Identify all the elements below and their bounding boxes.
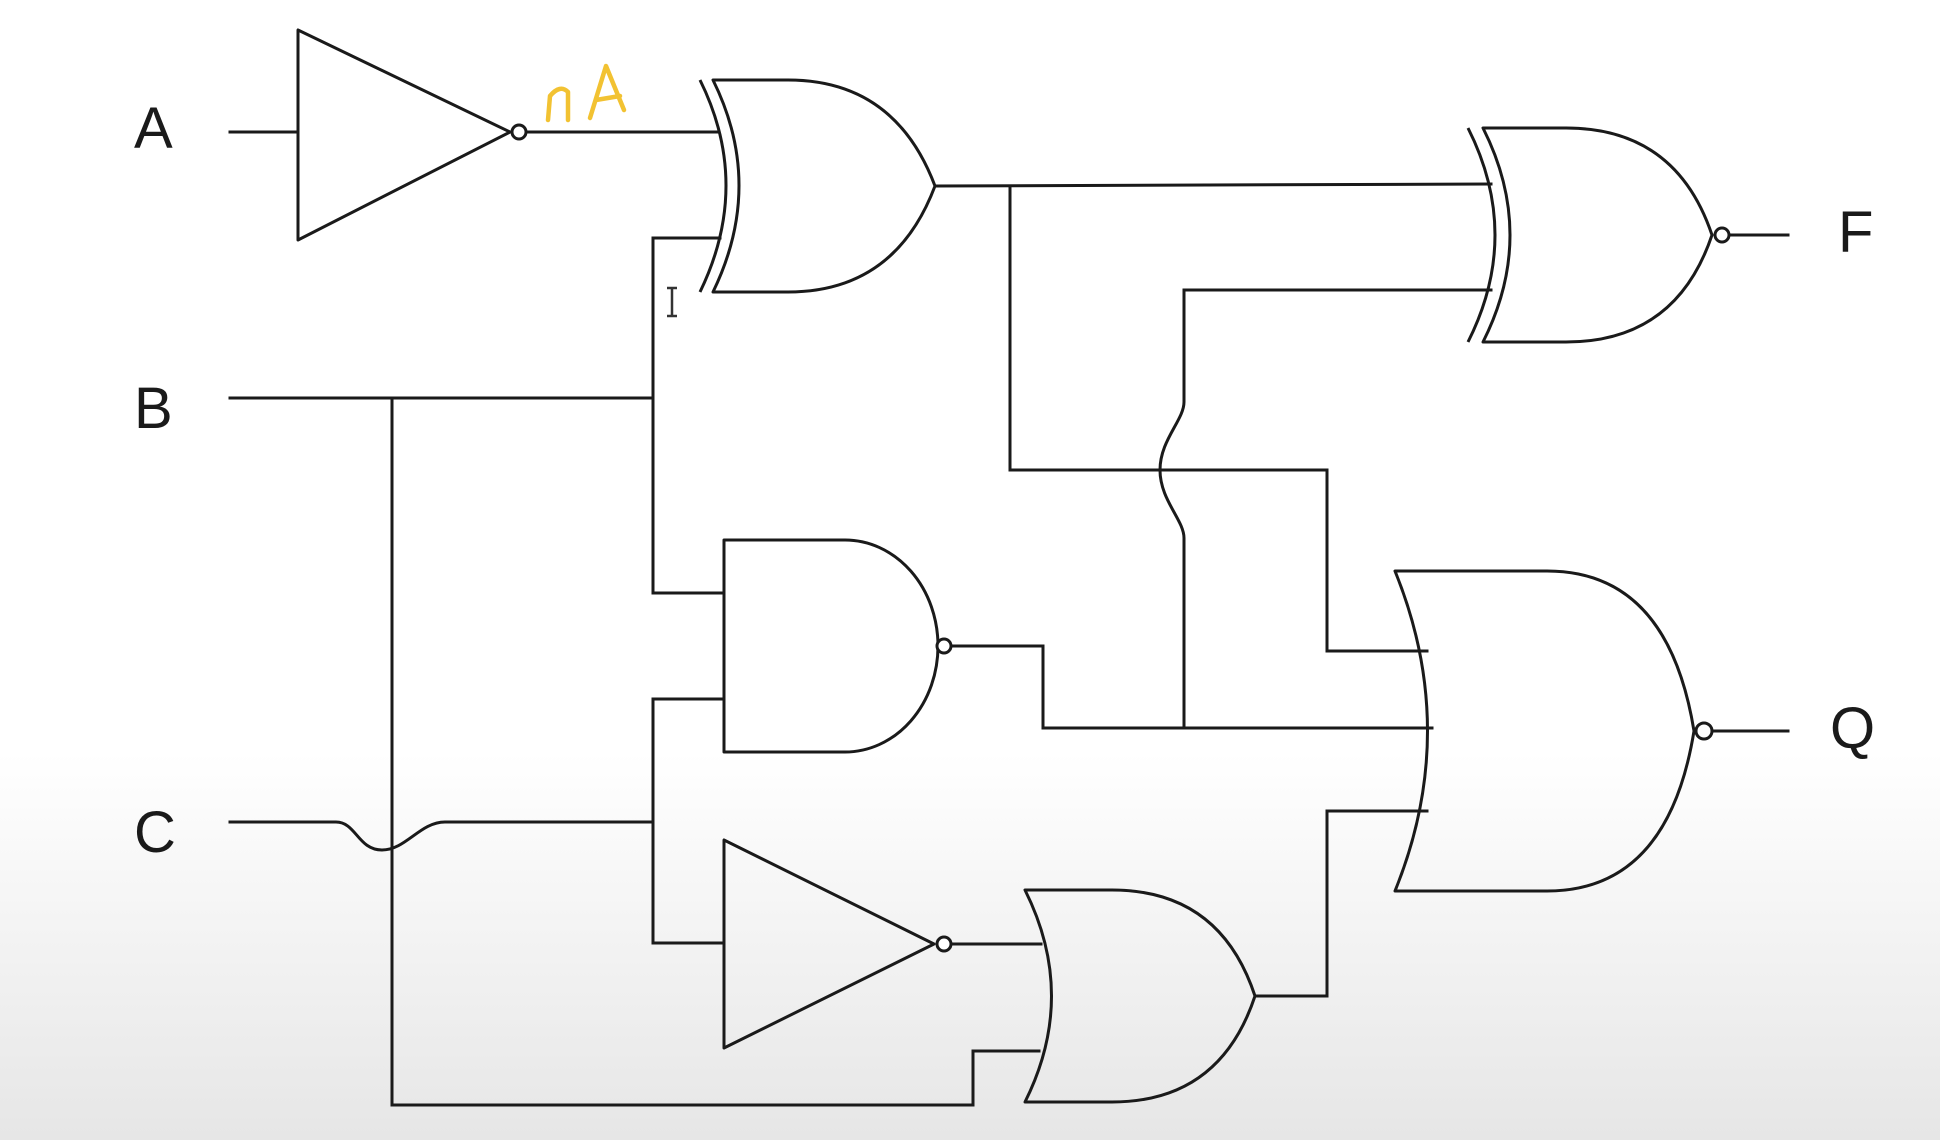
output-label-q: Q (1830, 696, 1875, 761)
annotation-stroke-n (545, 86, 571, 123)
wires (228, 130, 1790, 1107)
xor-gate-top (698, 78, 937, 294)
not-gate-a (296, 28, 528, 242)
nand-gate (722, 538, 953, 754)
nor-gate-q (1393, 569, 1714, 893)
xnor-gate-f (1466, 126, 1731, 344)
text-cursor-icon (667, 286, 677, 318)
input-label-b: B (134, 376, 173, 441)
not-gate-c (722, 838, 953, 1050)
input-label-a: A (134, 96, 173, 161)
input-label-c: C (134, 800, 176, 865)
or-gate-bottom (1023, 888, 1257, 1104)
handwritten-annotation-na: nA (545, 63, 627, 123)
annotation-stroke-a (587, 63, 627, 121)
output-label-f: F (1838, 200, 1873, 265)
